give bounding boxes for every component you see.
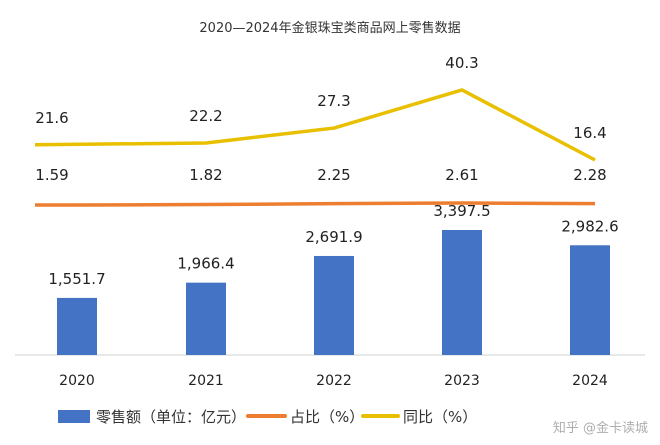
x-tick-label: 2020 — [59, 373, 95, 389]
bar-2021 — [186, 282, 226, 355]
yoy-label: 27.3 — [317, 92, 350, 110]
legend: 零售额（单位：亿元） 占比（%） 同比（%） — [58, 408, 477, 426]
yoy-label: 22.2 — [189, 107, 222, 125]
x-tick-label: 2022 — [316, 373, 352, 389]
legend-swatch-sales — [58, 410, 90, 423]
bar-2022 — [314, 255, 354, 355]
legend-label-yoy: 同比（%） — [403, 408, 477, 426]
x-tick-label: 2023 — [444, 373, 480, 389]
bar-2023 — [442, 230, 482, 355]
yoy-label: 16.4 — [573, 124, 606, 142]
share-label: 2.61 — [445, 166, 478, 184]
bar-2020 — [57, 297, 97, 355]
watermark: 知乎 @金卡读城 — [553, 420, 648, 436]
bar-label: 1,966.4 — [177, 255, 234, 273]
x-tick-label: 2021 — [188, 373, 224, 389]
share-line — [35, 201, 596, 207]
bar-label: 1,551.7 — [48, 270, 105, 288]
share-label: 2.25 — [317, 166, 350, 184]
bar-label: 2,691.9 — [305, 228, 362, 246]
bar-label: 2,982.6 — [561, 217, 618, 235]
legend-label-share: 占比（%） — [290, 408, 364, 426]
share-label: 2.28 — [573, 166, 606, 184]
legend-label-sales: 零售额（单位：亿元） — [96, 408, 246, 426]
x-tick-label: 2024 — [572, 373, 608, 389]
bar-label: 3,397.5 — [433, 202, 490, 220]
yoy-line — [34, 88, 596, 162]
yoy-label: 21.6 — [35, 109, 68, 127]
bar-2024 — [570, 245, 610, 355]
chart-title: 2020—2024年金银珠宝类商品网上零售数据 — [199, 20, 460, 36]
share-label: 1.59 — [35, 166, 68, 184]
yoy-label: 40.3 — [445, 54, 478, 72]
share-label: 1.82 — [189, 166, 222, 184]
